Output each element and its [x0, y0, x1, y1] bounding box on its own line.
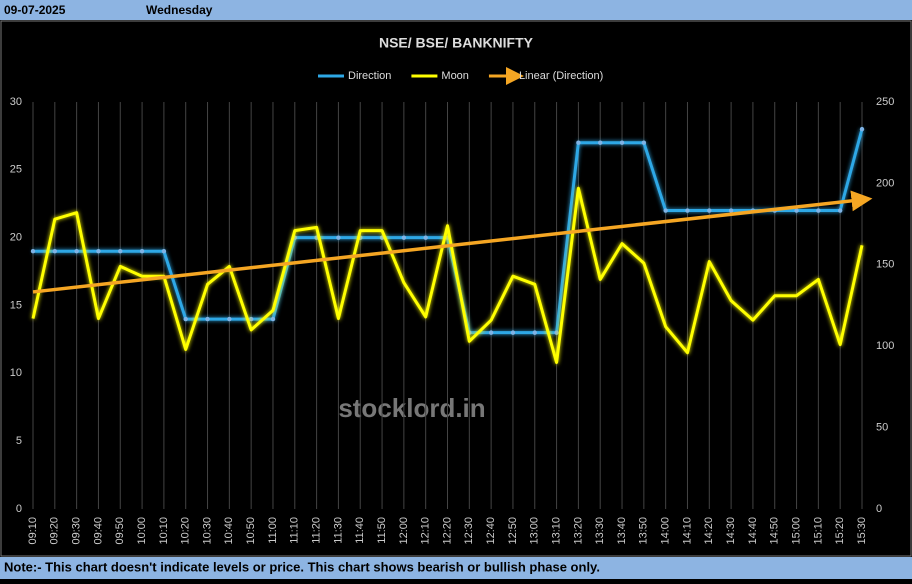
y2-tick-label: 0	[876, 503, 882, 515]
x-tick-label: 15:20	[834, 517, 846, 545]
x-tick-label: 14:20	[703, 517, 715, 545]
point	[707, 208, 712, 213]
x-tick-label: 10:30	[201, 517, 213, 545]
y2-tick-label: 200	[876, 177, 894, 189]
legend-label: Direction	[348, 70, 391, 82]
x-tick-label: 10:20	[180, 517, 192, 545]
header-bar	[0, 0, 912, 20]
x-tick-label: 13:40	[616, 517, 628, 545]
y-tick-label: 15	[10, 299, 22, 311]
x-tick-label: 11:40	[354, 517, 366, 544]
day: Wednesday	[146, 3, 213, 17]
y-tick-label: 25	[10, 164, 22, 176]
y2-tick-label: 100	[876, 340, 894, 352]
x-tick-label: 09:20	[49, 517, 61, 545]
x-tick-label: 10:40	[223, 517, 235, 545]
x-tick-label: 12:50	[507, 517, 519, 545]
point	[510, 330, 516, 335]
x-tick-label: 12:30	[463, 517, 475, 545]
point	[576, 140, 581, 145]
x-tick-label: 13:30	[594, 517, 606, 545]
x-tick-label: 15:00	[790, 517, 802, 545]
y-tick-label: 30	[10, 96, 22, 108]
point	[641, 140, 647, 145]
point	[423, 235, 428, 240]
note-bar	[0, 557, 912, 579]
point	[837, 208, 843, 213]
x-tick-label: 12:40	[485, 517, 497, 545]
x-tick-label: 09:40	[92, 517, 104, 545]
x-tick-label: 14:00	[660, 517, 672, 545]
point	[859, 126, 865, 132]
y2-tick-label: 250	[876, 96, 894, 108]
point	[30, 249, 36, 254]
x-tick-label: 15:30	[856, 517, 868, 545]
point	[139, 249, 145, 254]
point	[183, 316, 188, 322]
point	[248, 316, 254, 322]
point	[488, 330, 494, 335]
x-tick-label: 12:00	[398, 517, 410, 545]
point	[554, 330, 559, 335]
y2-tick-label: 150	[876, 259, 894, 271]
point	[728, 208, 734, 213]
y-tick-label: 20	[10, 232, 22, 244]
point	[401, 235, 407, 240]
series-line	[31, 186, 864, 364]
x-tick-label: 10:50	[245, 517, 257, 545]
point	[598, 140, 603, 145]
y-tick-label: 5	[16, 435, 22, 447]
point	[685, 208, 690, 213]
chart-title: NSE/ BSE/ BANKNIFTY	[379, 35, 534, 51]
watermark: stocklord.in	[338, 393, 485, 423]
point	[663, 208, 668, 213]
x-tick-label: 11:10	[289, 517, 301, 544]
x-tick-label: 14:40	[747, 517, 759, 545]
x-tick-label: 14:30	[725, 517, 737, 545]
point	[118, 249, 123, 254]
point	[619, 140, 625, 145]
x-tick-label: 11:20	[311, 517, 323, 544]
date: 09-07-2025	[4, 3, 66, 17]
x-tick-label: 11:30	[332, 517, 344, 544]
point	[161, 249, 167, 254]
point	[336, 235, 341, 240]
point	[532, 330, 537, 335]
point	[270, 316, 276, 322]
point	[74, 249, 79, 254]
x-tick-label: 11:50	[376, 517, 388, 544]
y-tick-label: 10	[10, 367, 22, 379]
x-tick-label: 15:10	[812, 517, 824, 545]
x-tick-label: 12:20	[441, 517, 453, 545]
legend-label: Linear (Direction)	[519, 70, 603, 82]
point	[227, 316, 232, 322]
note: Note:- This chart doesn't indicate level…	[4, 559, 600, 574]
x-tick-label: 13:50	[638, 517, 650, 545]
point	[52, 249, 58, 254]
x-tick-label: 10:00	[136, 517, 148, 545]
x-tick-label: 13:00	[529, 517, 541, 545]
x-tick-label: 11:00	[267, 517, 279, 544]
x-tick-label: 13:10	[550, 517, 562, 545]
legend-label: Moon	[441, 70, 469, 82]
point	[816, 208, 821, 213]
point	[794, 208, 799, 213]
y-tick-label: 0	[16, 503, 22, 515]
x-tick-label: 14:50	[769, 517, 781, 545]
x-tick-label: 09:50	[114, 517, 126, 545]
trendline	[32, 190, 873, 294]
chart-frame	[0, 20, 912, 557]
x-tick-label: 12:10	[420, 517, 432, 545]
x-tick-label: 09:30	[71, 517, 83, 545]
x-tick-label: 14:10	[681, 517, 693, 545]
point	[96, 249, 101, 254]
x-tick-label: 09:10	[27, 517, 39, 545]
x-tick-label: 10:10	[158, 517, 170, 545]
x-tick-label: 13:20	[572, 517, 584, 545]
point	[205, 316, 210, 322]
y2-tick-label: 50	[876, 422, 888, 434]
